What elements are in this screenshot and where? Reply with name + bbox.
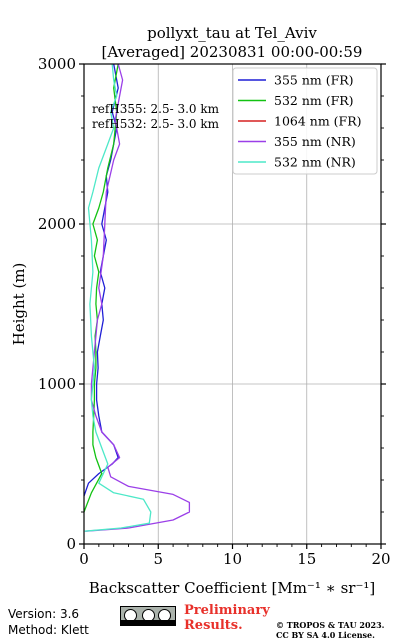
method-text: Method: Klett: [8, 623, 89, 637]
cc-license-logo: [120, 606, 176, 626]
y-tick-label-2: 2000: [38, 215, 76, 233]
series-layer: [83, 63, 191, 532]
legend-label-2: 1064 nm (FR): [274, 114, 362, 129]
annotation-refh532: refH532: 2.5- 3.0 km: [92, 117, 220, 131]
legend-label-4: 532 nm (NR): [274, 155, 356, 170]
backscatter-profile-chart: pollyxt_tau at Tel_Aviv [Averaged] 20230…: [10, 24, 391, 597]
chart-title-line1: pollyxt_tau at Tel_Aviv: [147, 24, 317, 42]
y-tick-label-0: 0: [66, 535, 76, 553]
legend-label-0: 355 nm (FR): [274, 73, 354, 88]
preliminary-line2: Results.: [184, 618, 243, 633]
x-tick-label-4: 20: [371, 550, 390, 568]
preliminary-line1: Preliminary: [184, 603, 270, 618]
x-tick-label-2: 10: [223, 550, 242, 568]
series-line-4: [84, 63, 152, 532]
chart-title-line2: [Averaged] 20230831 00:00-00:59: [102, 43, 363, 61]
series-line-3: [85, 63, 191, 532]
y-tick-label-3: 3000: [38, 55, 76, 73]
tick-labels: 0 1000 2000 3000 0 5 10 15 20: [38, 55, 391, 568]
axis-ticks: [79, 63, 386, 549]
copyright-line2: CC BY SA 4.0 License.: [276, 630, 375, 640]
legend: 355 nm (FR) 532 nm (FR) 1064 nm (FR) 355 nm…: [232, 67, 378, 175]
version-text: Version: 3.6: [8, 607, 80, 621]
cc-logo-strip: [121, 620, 175, 625]
preliminary-results-text: Preliminary Results.: [184, 603, 270, 633]
y-axis-label: Height (m): [10, 263, 28, 346]
y-tick-label-1: 1000: [38, 375, 76, 393]
copyright-line1: © TROPOS & TAU 2023.: [276, 620, 385, 630]
x-tick-label-1: 5: [153, 550, 163, 568]
annotation-refh355: refH355: 2.5- 3.0 km: [92, 102, 220, 116]
series-line-1: [83, 63, 119, 513]
x-tick-label-0: 0: [79, 550, 89, 568]
legend-label-3: 355 nm (NR): [274, 134, 356, 149]
legend-items: 355 nm (FR) 532 nm (FR) 1064 nm (FR) 355 nm…: [238, 73, 362, 170]
copyright-text: © TROPOS & TAU 2023. CC BY SA 4.0 Licens…: [276, 620, 384, 640]
legend-label-1: 532 nm (FR): [274, 93, 354, 108]
x-axis-label: Backscatter Coefficient [Mm⁻¹ ∗ sr⁻¹]: [89, 579, 376, 597]
legend-box: [232, 67, 378, 175]
x-tick-label-3: 15: [297, 550, 316, 568]
